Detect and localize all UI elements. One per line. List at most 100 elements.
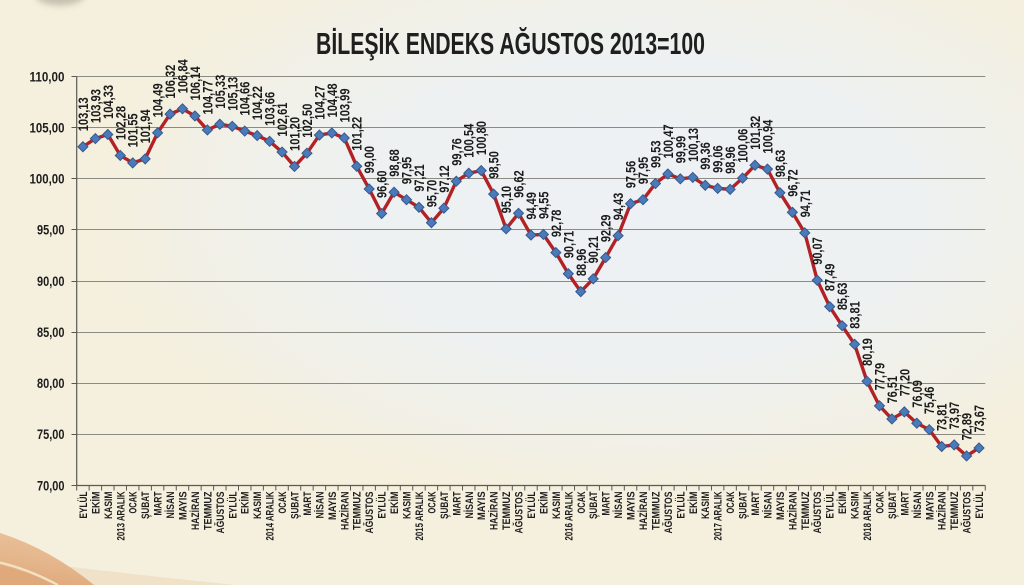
svg-text:2014 ARALIK: 2014 ARALIK [265,491,277,540]
svg-text:100,06: 100,06 [736,128,751,162]
svg-text:106,14: 106,14 [188,66,203,100]
svg-text:99,00: 99,00 [362,146,377,174]
svg-text:EYLÜL: EYLÜL [973,491,986,518]
svg-text:98,68: 98,68 [387,149,402,177]
svg-text:TEMMUZ: TEMMUZ [352,491,364,530]
svg-text:106,32: 106,32 [163,64,178,98]
svg-text:KASIM: KASIM [252,492,264,520]
svg-text:72,89: 72,89 [960,413,975,441]
svg-text:101,22: 101,22 [350,117,365,151]
svg-text:ŞUBAT: ŞUBAT [290,491,302,519]
svg-text:EKİM: EKİM [537,492,550,515]
svg-text:99,36: 99,36 [698,142,713,170]
svg-text:EKİM: EKİM [388,492,401,515]
svg-text:100,47: 100,47 [661,124,676,158]
svg-text:AĞUSTOS: AĞUSTOS [961,492,974,534]
svg-text:70,00: 70,00 [37,478,65,493]
svg-text:OCAK: OCAK [277,491,289,513]
svg-text:TEMMUZ: TEMMUZ [800,491,812,530]
svg-text:TEMMUZ: TEMMUZ [202,491,214,530]
svg-text:99,76: 99,76 [449,138,464,166]
svg-text:AĞUSTOS: AĞUSTOS [811,492,824,534]
svg-text:95,70: 95,70 [424,179,439,207]
svg-text:AĞUSTOS: AĞUSTOS [214,492,227,534]
svg-text:EYLÜL: EYLÜL [376,491,389,518]
svg-text:MAYIS: MAYIS [626,492,638,521]
svg-text:2017 ARALIK: 2017 ARALIK [713,491,725,540]
svg-text:90,71: 90,71 [561,230,576,258]
svg-text:100,94: 100,94 [760,119,775,153]
svg-text:MAYIS: MAYIS [775,492,787,521]
svg-text:100,00: 100,00 [30,172,65,187]
svg-text:75,00: 75,00 [37,427,65,442]
svg-text:94,55: 94,55 [536,191,551,219]
svg-text:EYLÜL: EYLÜL [824,491,837,518]
svg-text:73,97: 73,97 [947,402,962,430]
svg-text:110,00: 110,00 [30,69,65,84]
svg-text:98,50: 98,50 [487,151,502,179]
svg-text:MART: MART [750,491,762,515]
svg-text:EKİM: EKİM [836,492,849,515]
svg-text:OCAK: OCAK [725,491,737,513]
svg-text:AĞUSTOS: AĞUSTOS [662,492,675,534]
svg-text:KASIM: KASIM [551,492,563,520]
svg-text:MAYIS: MAYIS [476,492,488,521]
svg-text:96,62: 96,62 [512,170,527,198]
svg-text:90,00: 90,00 [37,274,65,289]
svg-text:90,21: 90,21 [586,236,601,264]
svg-text:73,67: 73,67 [972,405,987,433]
svg-text:99,06: 99,06 [711,145,726,173]
svg-text:76,51: 76,51 [885,376,900,404]
svg-text:ŞUBAT: ŞUBAT [738,491,750,519]
svg-text:HAZİRAN: HAZİRAN [786,491,799,530]
svg-text:KASIM: KASIM [402,492,414,520]
svg-text:EYLÜL: EYLÜL [77,491,90,518]
svg-text:97,95: 97,95 [400,156,415,184]
svg-text:104,49: 104,49 [151,83,166,117]
svg-text:104,48: 104,48 [325,83,340,117]
svg-text:97,56: 97,56 [624,160,639,188]
svg-text:2018 ARALIK: 2018 ARALIK [862,491,874,540]
svg-text:ŞUBAT: ŞUBAT [887,491,899,519]
svg-text:100,13: 100,13 [686,128,701,162]
svg-text:100,80: 100,80 [474,121,489,155]
svg-text:102,50: 102,50 [300,103,315,137]
svg-text:101,32: 101,32 [748,115,763,149]
svg-text:2016 ARALIK: 2016 ARALIK [563,491,575,540]
svg-text:MAYIS: MAYIS [177,492,189,521]
svg-text:NİSAN: NİSAN [313,491,326,518]
svg-text:98,63: 98,63 [773,150,788,178]
svg-text:MART: MART [601,491,613,515]
svg-text:95,10: 95,10 [499,186,514,214]
svg-text:103,99: 103,99 [337,88,352,122]
svg-text:100,54: 100,54 [462,123,477,157]
svg-text:87,49: 87,49 [823,263,838,291]
svg-text:ŞUBAT: ŞUBAT [140,491,152,519]
svg-text:OCAK: OCAK [426,491,438,513]
svg-text:103,13: 103,13 [76,97,91,131]
svg-text:EYLÜL: EYLÜL [674,491,687,518]
svg-text:EYLÜL: EYLÜL [226,491,239,518]
svg-text:90,07: 90,07 [810,237,825,265]
svg-text:104,66: 104,66 [238,81,253,115]
svg-text:2013 ARALIK: 2013 ARALIK [115,491,127,540]
svg-text:105,00: 105,00 [30,120,65,135]
svg-text:75,46: 75,46 [922,386,937,414]
svg-text:HAZİRAN: HAZİRAN [189,491,202,530]
svg-text:96,60: 96,60 [375,170,390,198]
svg-text:80,19: 80,19 [860,338,875,366]
svg-text:97,12: 97,12 [437,165,452,193]
svg-text:TEMMUZ: TEMMUZ [949,491,961,530]
svg-text:104,33: 104,33 [101,85,116,119]
svg-text:98,96: 98,96 [723,146,738,174]
svg-text:2015 ARALIK: 2015 ARALIK [414,491,426,540]
svg-text:HAZİRAN: HAZİRAN [338,491,351,530]
svg-text:KASIM: KASIM [850,492,862,520]
svg-text:94,49: 94,49 [524,192,539,220]
svg-text:MAYIS: MAYIS [924,492,936,521]
svg-text:101,94: 101,94 [138,109,153,143]
svg-text:101,55: 101,55 [126,113,141,147]
svg-text:MART: MART [899,491,911,515]
svg-text:96,72: 96,72 [785,169,800,197]
svg-text:TEMMUZ: TEMMUZ [501,491,513,530]
